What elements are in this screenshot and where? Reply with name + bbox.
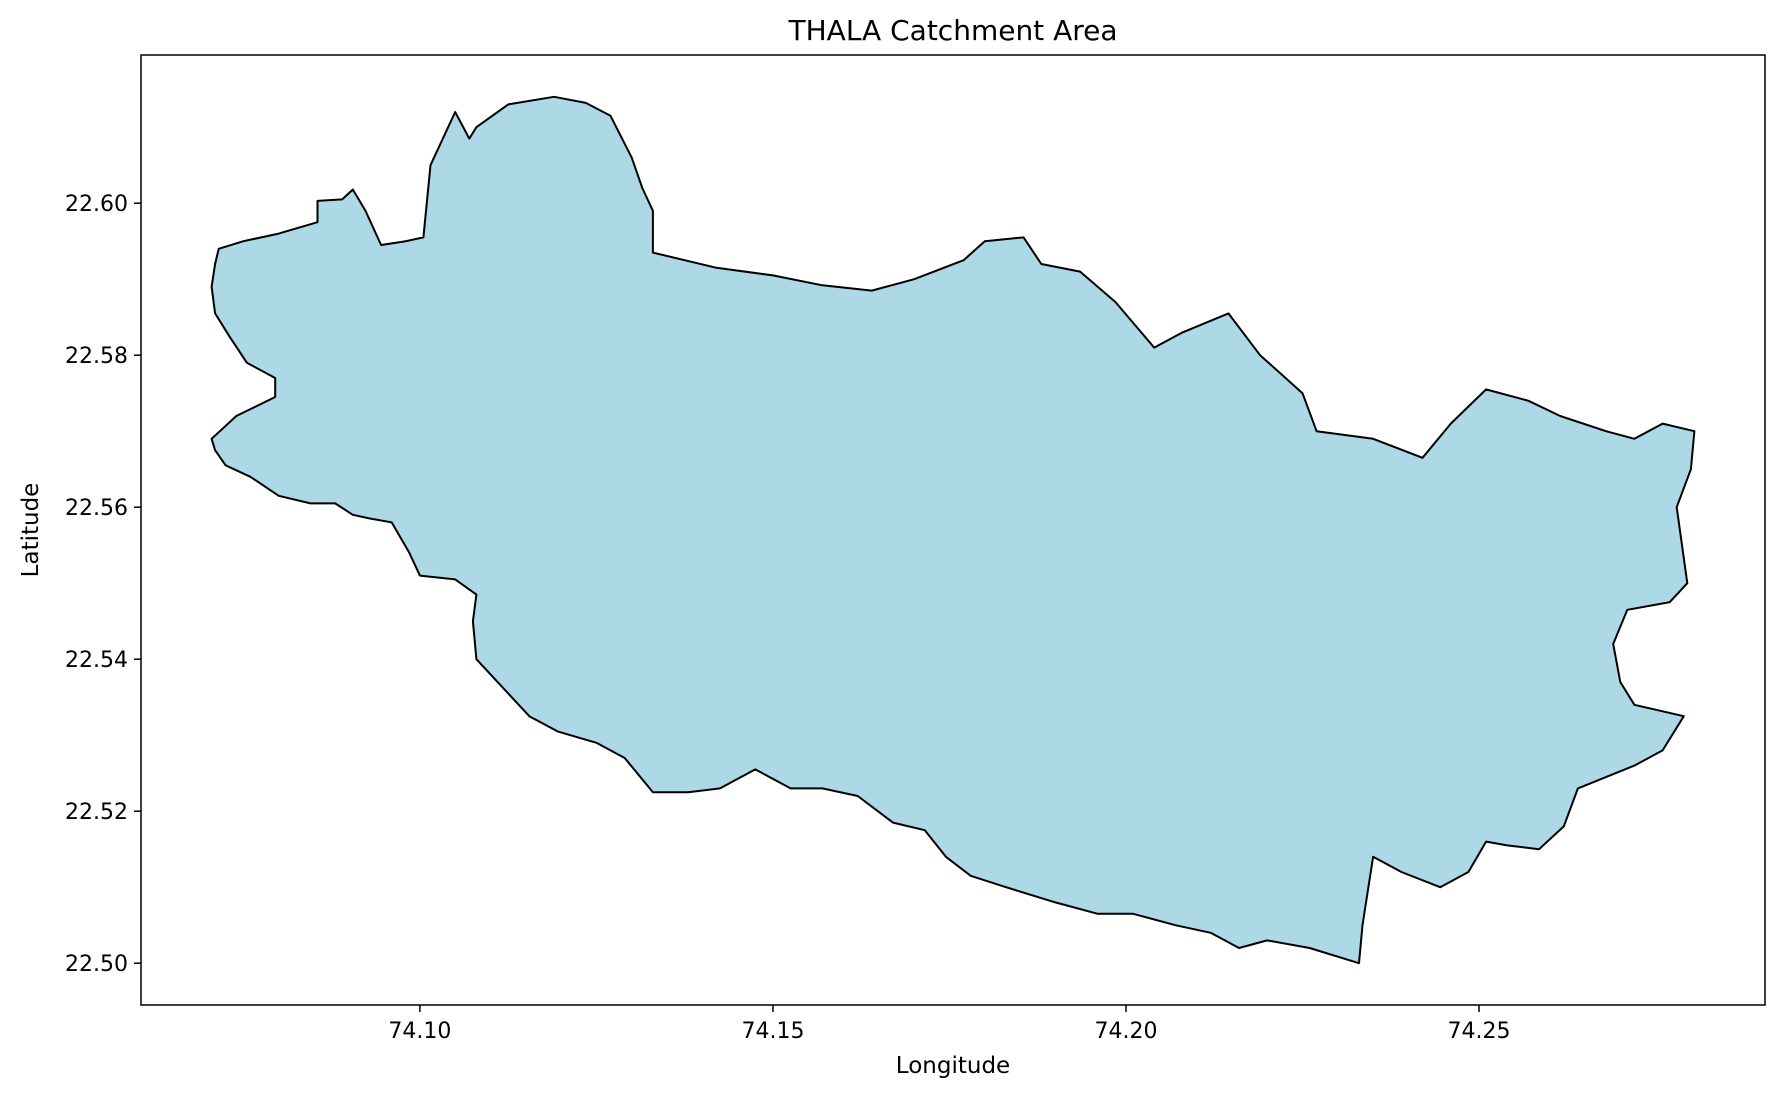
x-axis-ticks: 74.10 74.15 74.20 74.25 [388, 1005, 1511, 1044]
x-axis-label: Longitude [896, 1053, 1010, 1079]
y-axis-label: Latitude [18, 483, 44, 578]
y-tick-label: 22.60 [65, 192, 128, 217]
x-tick-label: 74.10 [388, 1019, 451, 1044]
x-tick-label: 74.20 [1094, 1019, 1157, 1044]
catchment-polygon [210, 95, 1696, 965]
y-tick-label: 22.56 [65, 496, 128, 521]
y-tick-label: 22.52 [65, 800, 128, 825]
y-tick-label: 22.54 [65, 648, 128, 673]
x-tick-label: 74.15 [741, 1019, 804, 1044]
y-tick-label: 22.50 [65, 952, 128, 977]
x-tick-label: 74.25 [1448, 1019, 1511, 1044]
axes-frame [140, 54, 1766, 1006]
plot-area [140, 54, 1766, 1006]
y-axis-ticks: 22.50 22.52 22.54 22.56 22.58 22.60 [65, 192, 141, 977]
chart-title: THALA Catchment Area [788, 14, 1118, 47]
y-tick-label: 22.58 [65, 344, 128, 369]
